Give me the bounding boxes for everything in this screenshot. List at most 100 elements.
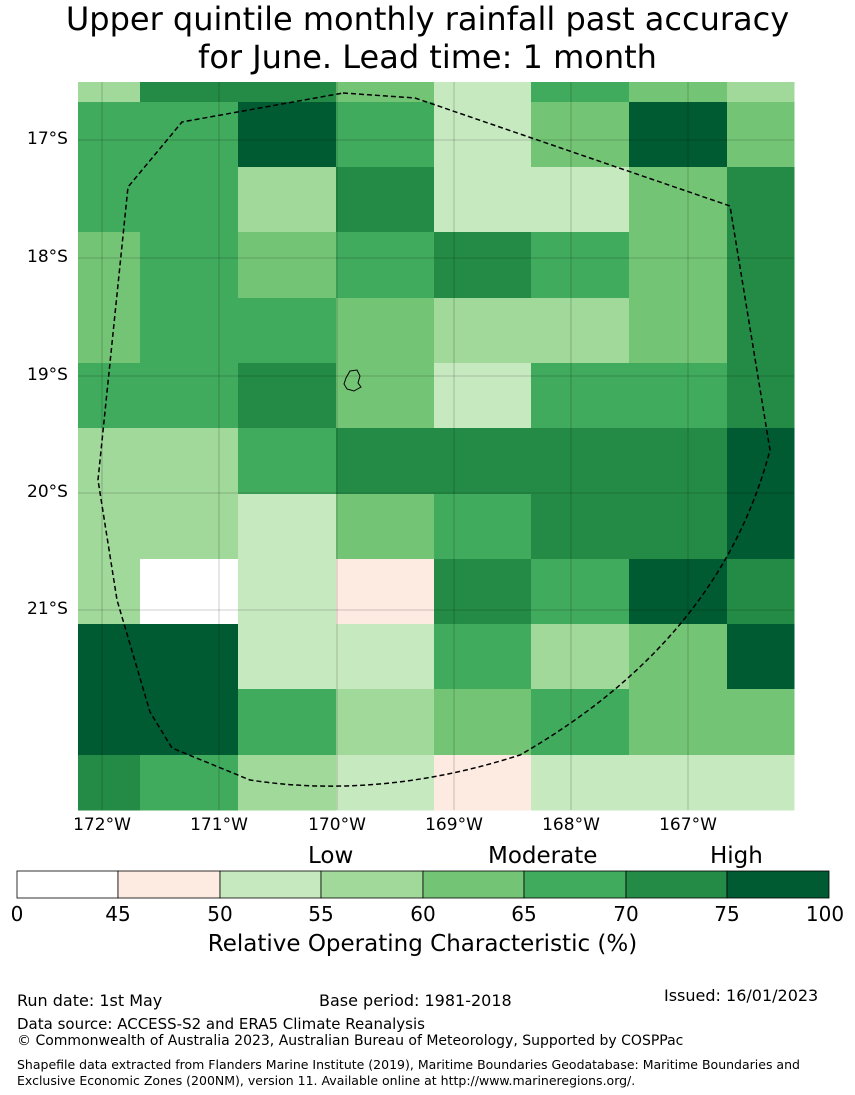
grid-cell <box>434 102 532 168</box>
grid-cell <box>78 82 141 103</box>
y-tick-18s: 18°S <box>27 247 68 267</box>
grid-cell <box>238 755 337 811</box>
grid-cell <box>78 559 141 625</box>
base-period: Base period: 1981-2018 <box>319 991 512 1010</box>
colorbar-tick-45: 45 <box>105 902 131 926</box>
colorbar-tick-50: 50 <box>207 902 233 926</box>
grid-cell <box>434 494 532 560</box>
grid-cell <box>434 428 532 495</box>
grid-cell <box>140 428 239 495</box>
grid-cell <box>434 559 532 625</box>
grid-cell <box>336 428 435 495</box>
colorbar-bin <box>422 870 525 899</box>
x-tick-171w: 171°W <box>190 815 248 835</box>
grid-cell <box>727 755 795 811</box>
grid-cell <box>238 102 337 168</box>
grid-cell <box>238 82 337 103</box>
x-tick-172w: 172°W <box>73 815 131 835</box>
rainfall-accuracy-map <box>78 82 795 811</box>
grid-cell <box>629 494 728 560</box>
y-tick-21s: 21°S <box>27 599 68 619</box>
grid-cell <box>140 624 239 690</box>
map-grid-cells <box>78 82 795 811</box>
grid-cell <box>238 363 337 429</box>
colorbar-tick-100: 100 <box>805 902 845 926</box>
shapefile-credit: Shapefile data extracted from Flanders M… <box>17 1057 800 1088</box>
grid-cell <box>434 624 532 690</box>
grid-cell <box>78 232 141 299</box>
grid-cell <box>140 102 239 168</box>
y-tick-20s: 20°S <box>27 482 68 502</box>
grid-cell <box>629 232 728 299</box>
grid-cell <box>727 298 795 364</box>
colorbar-tick-0: 0 <box>10 902 24 926</box>
grid-cell <box>78 624 141 690</box>
grid-cell <box>140 232 239 299</box>
grid-cell <box>140 494 239 560</box>
grid-cell <box>531 298 630 364</box>
colorbar-tick-75: 75 <box>714 902 740 926</box>
x-tick-169w: 169°W <box>425 815 483 835</box>
grid-cell <box>727 82 795 103</box>
colorbar-bin <box>320 870 424 899</box>
grid-cell <box>531 428 630 495</box>
grid-cell <box>727 559 795 625</box>
x-tick-167w: 167°W <box>659 815 717 835</box>
grid-cell <box>336 363 435 429</box>
grid-cell <box>238 689 337 756</box>
grid-cell <box>140 755 239 811</box>
colorbar <box>16 870 830 899</box>
grid-cell <box>629 755 728 811</box>
grid-cell <box>629 428 728 495</box>
grid-cell <box>336 624 435 690</box>
grid-cell <box>238 559 337 625</box>
grid-cell <box>434 755 532 811</box>
grid-cell <box>727 167 795 233</box>
colorbar-title: Relative Operating Characteristic (%) <box>207 931 638 957</box>
grid-cell <box>629 363 728 429</box>
niue-island-outline <box>343 369 362 392</box>
grid-cell <box>629 102 728 168</box>
map-title: Upper quintile monthly rainfall past acc… <box>0 0 855 76</box>
grid-cell <box>336 494 435 560</box>
grid-cell <box>78 167 141 233</box>
grid-cell <box>727 428 795 495</box>
x-tick-168w: 168°W <box>542 815 600 835</box>
grid-cell <box>531 689 630 756</box>
grid-cell <box>238 428 337 495</box>
grid-cell <box>531 363 630 429</box>
grid-cell <box>434 232 532 299</box>
grid-cell <box>238 232 337 299</box>
grid-cell <box>140 559 239 625</box>
graticule-lines <box>78 82 794 810</box>
y-tick-19s: 19°S <box>27 365 68 385</box>
grid-cell <box>727 232 795 299</box>
colorbar-bin <box>219 870 322 899</box>
grid-cell <box>629 624 728 690</box>
grid-cell <box>336 167 435 233</box>
grid-cell <box>434 363 532 429</box>
grid-cell <box>531 494 630 560</box>
grid-cell <box>727 363 795 429</box>
grid-cell <box>238 167 337 233</box>
grid-cell <box>78 755 141 811</box>
grid-cell <box>531 624 630 690</box>
grid-cell <box>727 624 795 690</box>
grid-cell <box>531 232 630 299</box>
colorbar-bin <box>117 870 221 899</box>
y-tick-17s: 17°S <box>27 129 68 149</box>
grid-cell <box>78 298 141 364</box>
colorbar-tick-60: 60 <box>410 902 436 926</box>
copyright: © Commonwealth of Australia 2023, Austra… <box>17 1033 684 1049</box>
grid-cell <box>629 298 728 364</box>
title-line-1: Upper quintile monthly rainfall past acc… <box>65 0 790 38</box>
grid-cell <box>434 82 532 103</box>
grid-cell <box>727 689 795 756</box>
grid-cell <box>434 298 532 364</box>
run-date: Run date: 1st May <box>17 991 163 1010</box>
eez-boundary <box>97 92 771 787</box>
grid-cell <box>727 102 795 168</box>
grid-cell <box>531 559 630 625</box>
grid-cell <box>140 689 239 756</box>
grid-cell <box>531 82 630 103</box>
